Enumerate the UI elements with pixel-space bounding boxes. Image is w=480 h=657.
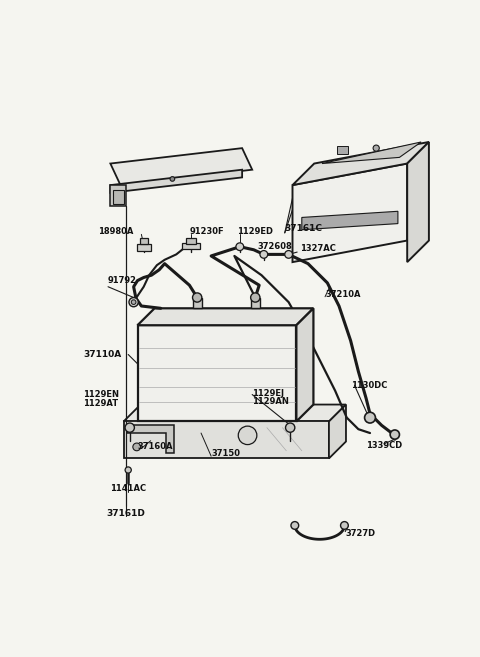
Text: 37160A: 37160A: [137, 442, 173, 451]
Text: 91792: 91792: [108, 276, 137, 285]
Polygon shape: [292, 142, 429, 185]
Text: 1129AN: 1129AN: [252, 397, 289, 406]
Circle shape: [365, 412, 375, 423]
Text: 1339CD: 1339CD: [366, 441, 402, 450]
Text: 1130DC: 1130DC: [350, 381, 387, 390]
Bar: [251, 298, 260, 308]
Circle shape: [390, 430, 399, 439]
Bar: [186, 238, 196, 244]
Circle shape: [125, 423, 134, 432]
Text: 37161C: 37161C: [285, 225, 323, 233]
Text: 1129EJ: 1129EJ: [252, 388, 284, 397]
Polygon shape: [123, 422, 329, 459]
Bar: [137, 244, 151, 250]
Text: 372608: 372608: [258, 242, 292, 251]
Circle shape: [286, 423, 295, 432]
Polygon shape: [407, 142, 429, 262]
Text: 37150: 37150: [211, 449, 240, 457]
Text: 18980A: 18980A: [98, 227, 133, 236]
Circle shape: [133, 443, 141, 451]
Polygon shape: [110, 185, 126, 206]
Polygon shape: [296, 308, 313, 422]
Polygon shape: [322, 142, 421, 164]
Text: 37210A: 37210A: [325, 290, 360, 299]
Bar: [192, 298, 202, 308]
Polygon shape: [110, 170, 242, 193]
Polygon shape: [123, 405, 346, 422]
Circle shape: [373, 145, 379, 151]
Bar: [182, 243, 200, 249]
Polygon shape: [127, 425, 174, 453]
Circle shape: [170, 177, 175, 181]
Text: 1129AT: 1129AT: [83, 399, 119, 407]
Circle shape: [251, 293, 260, 302]
Text: 37161D: 37161D: [107, 509, 145, 518]
Polygon shape: [110, 148, 252, 185]
Polygon shape: [113, 191, 123, 204]
Text: 1129ED: 1129ED: [237, 227, 273, 236]
Circle shape: [192, 293, 202, 302]
Text: 91230F: 91230F: [190, 227, 224, 236]
Circle shape: [238, 426, 257, 445]
Polygon shape: [137, 308, 313, 325]
Polygon shape: [292, 164, 407, 262]
Polygon shape: [302, 212, 398, 230]
Circle shape: [125, 467, 132, 473]
Text: 1129EN: 1129EN: [83, 390, 119, 399]
Circle shape: [132, 300, 136, 304]
Polygon shape: [137, 325, 296, 422]
Polygon shape: [329, 405, 346, 459]
Circle shape: [285, 250, 292, 258]
Text: 37110A: 37110A: [83, 350, 121, 359]
Circle shape: [129, 298, 138, 307]
Bar: [140, 238, 147, 244]
Text: 1327AC: 1327AC: [300, 244, 336, 253]
Circle shape: [236, 243, 244, 250]
Circle shape: [291, 522, 299, 530]
Circle shape: [260, 250, 268, 258]
Bar: [337, 146, 348, 154]
Text: 1141AC: 1141AC: [110, 484, 146, 493]
Circle shape: [340, 522, 348, 530]
Text: 3727D: 3727D: [345, 529, 375, 537]
